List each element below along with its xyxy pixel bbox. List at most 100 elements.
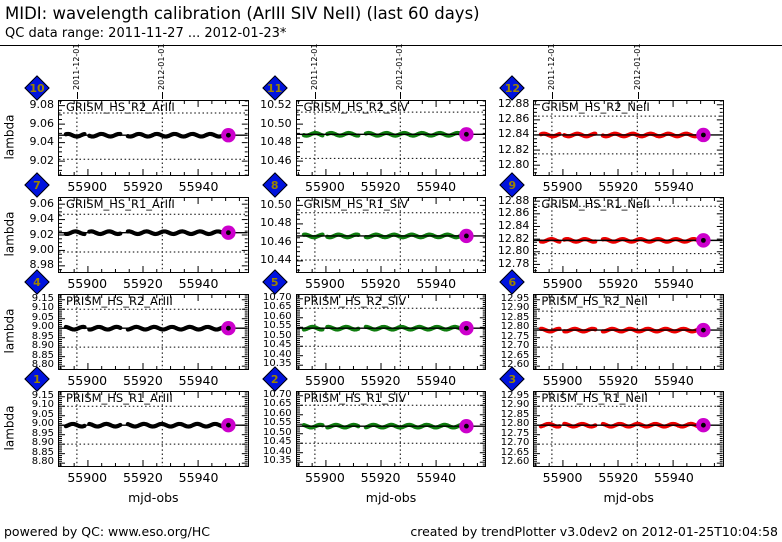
panel-main: 12.88 12.86 12.84 12.82 12.80 GRISM_HS_R2_NeI… (491, 44, 725, 176)
x-tick-label: 55940 (654, 276, 694, 291)
y-tick-label: 10.65 (263, 398, 292, 410)
y-tick-label: 10.55 (263, 417, 292, 429)
last-point (225, 422, 231, 428)
y-tick-label: 8.98 (29, 258, 55, 272)
last-point (701, 327, 707, 333)
x-tick-label: 55900 (67, 470, 108, 485)
x-tick-label: 55920 (123, 276, 163, 291)
plot-canvas (534, 295, 724, 369)
y-tick-label: 12.80 (500, 418, 530, 430)
y-tick-label: 9.00 (31, 418, 54, 430)
panel-index-number: 8 (270, 178, 279, 192)
y-tick-labels: 9.06 9.04 9.02 9.00 8.98 (16, 197, 58, 271)
y-tick-label: 12.75 (500, 330, 530, 342)
panel-title: PRISM_HS_R1_NeII (541, 391, 648, 405)
y-tick-label: 10.44 (260, 253, 292, 267)
y-tick-label: 10.70 (263, 388, 292, 400)
x-tick-label: 55920 (598, 470, 639, 485)
x-tick-label: 55900 (305, 179, 345, 194)
y-tick-label: 12.88 (497, 193, 530, 207)
last-point (701, 422, 707, 428)
last-point (701, 237, 707, 243)
y-tick-label: 12.82 (497, 142, 530, 156)
date-tick-mark (76, 92, 78, 99)
y-tick-label: 10.46 (260, 234, 292, 248)
plot-canvas (534, 392, 724, 466)
y-tick-label: 12.80 (500, 321, 530, 333)
y-tick-label: 8.95 (31, 427, 54, 439)
y-tick-label: 12.95 (500, 389, 530, 401)
y-tick-label: 12.82 (497, 231, 530, 245)
y-tick-labels: 10.70 10.65 10.60 10.55 10.50 10.45 10.40 10.35 (254, 388, 296, 465)
y-tick-label: 12.85 (500, 311, 530, 323)
y-tick-label: 12.95 (500, 292, 530, 304)
y-tick-label: 9.00 (31, 321, 54, 333)
plot-canvas (59, 392, 248, 466)
panel-GRISM_HS_R2_NeII: 12.88 12.86 12.84 12.82 12.80 GRISM_HS_R2_NeI… (491, 44, 725, 197)
y-tick-label: 12.65 (500, 349, 530, 361)
plot-frame: GRISM_HS_R1_NeII 9 (499, 172, 725, 273)
plot-frame: GRISM_HS_R2_NeII 12 2011-12-01 2012-01-01 (499, 44, 725, 176)
x-tick-label: 55920 (360, 470, 401, 485)
plot-frame: GRISM_HS_R2_SIV 11 2011-12-01 2012-01-01 (261, 44, 487, 176)
y-tick-label: 9.10 (31, 302, 54, 314)
y-tick-label: 12.85 (500, 408, 530, 420)
y-tick-label: 12.80 (497, 157, 530, 171)
panel-title: PRISM_HS_R2_NeII (541, 294, 648, 308)
x-tick-labels: 55900 55920 55940 (533, 176, 724, 197)
x-tick-label: 55920 (360, 276, 401, 291)
x-tick-label: 55900 (542, 179, 583, 194)
last-point (463, 131, 469, 137)
y-tick-label: 8.90 (31, 437, 54, 449)
x-tick-label: 55940 (178, 179, 219, 194)
y-tick-label: 10.40 (263, 445, 292, 457)
plot-frame: GRISM_HS_R1_SIV 8 (261, 172, 487, 273)
panel-main: 12.95 12.90 12.85 12.80 12.75 12.70 12.65 12.60… (491, 366, 725, 468)
y-tick-label: 10.35 (263, 358, 292, 370)
panel-main: 9.15 9.10 9.05 9.00 8.95 8.90 8.85 8.80 PRISM_HS… (16, 269, 249, 370)
x-tick-label: 55920 (598, 276, 639, 291)
plot-frame: PRISM_HS_R1_NeII 3 (499, 366, 725, 467)
y-tick-labels: 9.08 9.06 9.04 9.02 (16, 98, 58, 174)
y-tick-label: 9.02 (29, 227, 55, 241)
last-point (225, 230, 231, 236)
y-tick-label: 8.90 (31, 340, 54, 352)
plot-frame: GRISM_HS_R2_ArIII 10 2011-12-01 2012-01-01 (24, 44, 249, 176)
panel-title: PRISM_HS_R2_SIV (303, 294, 407, 308)
qc-data-range: QC data range: 2011-11-27 ... 2012-01-23… (5, 26, 287, 41)
y-tick-label: 9.08 (29, 98, 55, 112)
y-tick-label: 12.70 (500, 437, 530, 449)
y-tick-label: 10.45 (263, 339, 292, 351)
x-tick-labels: 55900 55920 55940 (533, 273, 724, 294)
panel-index-badge: 8 (261, 172, 288, 198)
y-tick-label: 12.60 (500, 456, 530, 468)
x-tick-label: 55900 (67, 276, 108, 291)
y-tick-labels: 12.88 12.86 12.84 12.82 12.80 (491, 98, 533, 174)
date-label: 2012-01-01 (157, 43, 167, 91)
plot-canvas (59, 198, 248, 272)
plot-canvas (534, 197, 724, 272)
y-tick-label: 9.04 (29, 212, 55, 226)
last-point (225, 325, 231, 331)
panel-main: 9.08 9.06 9.04 9.02 GRISM_HS_R2_ArIII 10 2011-… (16, 44, 249, 176)
y-tick-label: 10.55 (263, 320, 292, 332)
y-axis-title-text: lambda (2, 211, 16, 257)
y-tick-label: 9.05 (31, 408, 54, 420)
y-tick-label: 8.85 (31, 349, 54, 361)
panel-index-badge: 9 (499, 172, 526, 198)
x-tick-labels: 55900 55920 55940 (296, 273, 487, 294)
x-tick-labels: 55900 55920 55940 (296, 176, 487, 197)
x-tick-label: 55940 (178, 470, 219, 485)
panel-GRISM_HS_R2_SIV: 10.52 10.50 10.48 10.46 GRISM_HS_R2_SIV 11 201… (254, 44, 487, 197)
panel-title: PRISM_HS_R1_ArIII (66, 391, 173, 405)
y-tick-label: 10.48 (260, 135, 292, 149)
y-tick-label: 12.70 (500, 340, 530, 352)
plot-row: lambda 9.08 9.06 9.04 9.02 GRISM_HS_R2_ArIII 1… (2, 44, 725, 197)
panel-index-badge: 6 (499, 269, 526, 295)
y-tick-label: 10.60 (263, 310, 292, 322)
y-tick-label: 10.50 (263, 426, 292, 438)
plot-row: lambda 9.15 9.10 9.05 9.00 8.95 8.90 8.85 8.80 PR… (2, 269, 725, 391)
y-tick-label: 9.00 (29, 242, 55, 256)
y-tick-label: 8.85 (31, 446, 54, 458)
y-tick-label: 12.65 (500, 446, 530, 458)
